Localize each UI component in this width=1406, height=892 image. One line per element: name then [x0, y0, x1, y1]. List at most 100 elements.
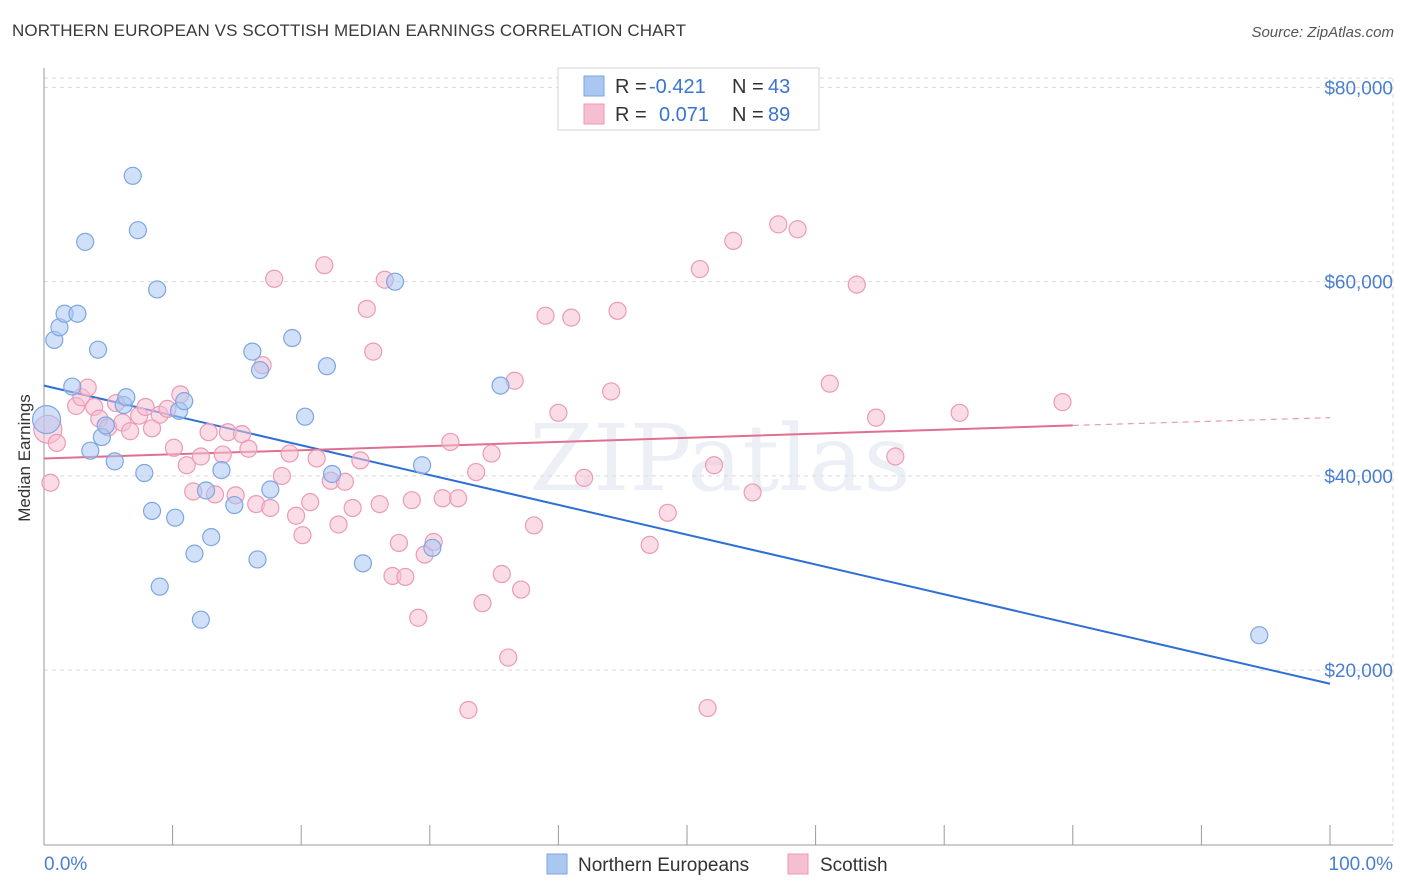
northern-europeans-point — [261, 480, 280, 499]
scottish-point — [704, 456, 724, 475]
northern-europeans-point — [175, 392, 194, 411]
scottish-point — [286, 506, 306, 525]
northern-europeans-point — [225, 495, 244, 515]
northern-europeans-point — [117, 388, 136, 407]
scottish-point — [351, 451, 370, 470]
northern-europeans-point — [212, 460, 231, 480]
scottish-point — [433, 489, 452, 508]
trend-line-scottish-extension — [1072, 417, 1331, 427]
legend-n-value-1: 43 — [768, 76, 790, 98]
scottish-point — [370, 494, 389, 514]
scottish-point — [41, 473, 60, 492]
trend-line-northern-europeans — [43, 384, 1331, 685]
scottish-point — [473, 594, 492, 613]
northern-europeans-point — [68, 304, 87, 323]
correlation-legend: R = -0.421 N = 43 R = 0.071 N = 89 — [557, 67, 820, 131]
scottish-point — [272, 466, 292, 486]
scottish-point — [364, 342, 383, 361]
scottish-point — [136, 397, 155, 417]
northern-europeans-point — [202, 528, 221, 547]
scottish-point — [658, 503, 677, 522]
scottish-point — [343, 498, 362, 518]
scottish-point — [191, 447, 210, 466]
northern-europeans-point — [283, 328, 302, 348]
y-tick-label: $80,000 — [1324, 78, 1393, 99]
legend-r-value-2: 0.071 — [659, 104, 709, 126]
scottish-point — [698, 698, 717, 718]
scottish-point — [640, 535, 659, 554]
y-tick-label: $40,000 — [1324, 467, 1393, 488]
northern-europeans-point — [491, 376, 510, 395]
y-axis-label: Median Earnings — [15, 394, 34, 522]
scottish-point — [492, 564, 511, 584]
northern-europeans-point — [353, 554, 373, 573]
scottish-point — [1053, 393, 1072, 412]
scottish-point — [121, 422, 140, 441]
northern-europeans-point — [322, 464, 342, 484]
scottish-point — [293, 526, 312, 545]
northern-europeans-point — [1250, 626, 1269, 645]
northern-europeans-point — [185, 544, 204, 563]
northern-europeans-points — [31, 166, 1269, 645]
northern-europeans-point — [166, 508, 185, 527]
scottish-point — [608, 301, 627, 320]
scottish-point — [177, 456, 196, 475]
scottish-point — [239, 439, 258, 458]
legend-n-value-2: 89 — [768, 104, 790, 126]
northern-europeans-point — [105, 452, 124, 471]
scottish-point — [512, 580, 531, 599]
legend-n-label-2: N = — [732, 104, 764, 126]
y-tick-label: $20,000 — [1324, 661, 1393, 682]
x-tick-label-min: 0.0% — [44, 854, 87, 875]
series-legend-label-blue: Northern Europeans — [578, 855, 749, 876]
scottish-point — [866, 408, 886, 427]
northern-europeans-point — [123, 166, 142, 185]
legend-swatch-pink — [583, 103, 605, 125]
scottish-point — [409, 608, 428, 627]
scottish-point — [301, 493, 320, 512]
scottish-point — [562, 308, 581, 327]
northern-europeans-point — [76, 232, 95, 251]
series-legend-swatch-pink — [787, 853, 809, 875]
northern-europeans-point — [148, 280, 167, 299]
legend-n-label-1: N = — [732, 76, 764, 98]
scottish-point — [524, 516, 544, 535]
northern-europeans-point — [96, 416, 115, 435]
scottish-point — [199, 423, 218, 442]
x-tick-label-max: 100.0% — [1329, 854, 1394, 875]
scottish-point — [724, 231, 743, 250]
scottish-point — [357, 299, 376, 318]
legend-r-value-1: -0.421 — [649, 76, 706, 98]
northern-europeans-point — [385, 272, 405, 291]
northern-europeans-point — [196, 481, 216, 500]
scottish-point — [788, 220, 807, 239]
scottish-point — [265, 269, 284, 288]
source-credit: Source: ZipAtlas.com — [1251, 24, 1394, 41]
scottish-point — [389, 533, 409, 553]
scottish-point — [536, 306, 555, 325]
scottish-point — [743, 483, 762, 502]
northern-europeans-point — [128, 221, 147, 240]
northern-europeans-point — [295, 407, 315, 426]
chart-title: NORTHERN EUROPEAN VS SCOTTISH MEDIAN EAR… — [12, 21, 687, 40]
scottish-point — [441, 432, 460, 452]
scottish-point — [307, 449, 326, 468]
northern-europeans-point — [150, 577, 169, 596]
scottish-point — [164, 438, 183, 457]
scottish-point — [402, 491, 421, 510]
northern-europeans-point — [135, 463, 154, 483]
scottish-point — [315, 256, 334, 275]
legend-r-label-1: R = — [615, 76, 647, 98]
scottish-point — [950, 403, 969, 422]
northern-europeans-point — [142, 501, 162, 520]
legend-swatch-blue — [583, 75, 605, 97]
northern-europeans-point — [250, 360, 270, 380]
scottish-point — [847, 275, 866, 294]
series-legend-label-pink: Scottish — [820, 855, 888, 876]
northern-europeans-point — [423, 538, 442, 557]
northern-europeans-point — [63, 377, 82, 396]
scottish-point — [769, 215, 788, 234]
scottish-point — [261, 498, 280, 518]
scottish-point — [499, 648, 518, 667]
